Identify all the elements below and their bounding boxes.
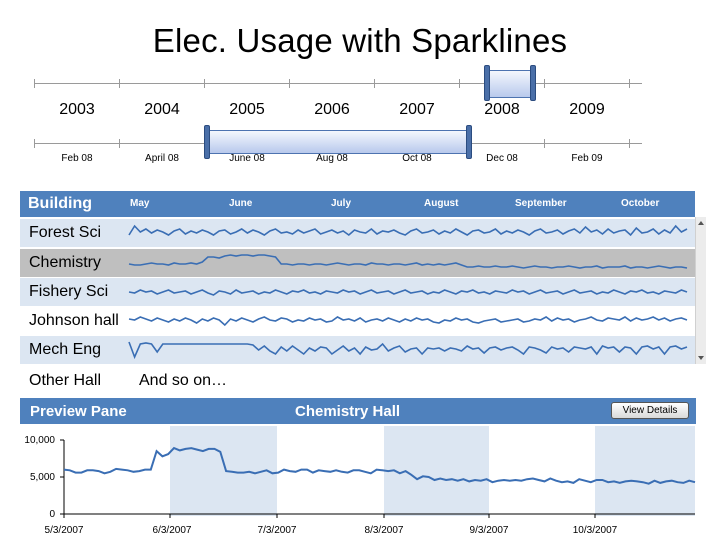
other-hall-label: Other Hall <box>29 372 102 389</box>
building-row-forest-sci[interactable]: Forest Sci <box>20 219 695 247</box>
x-tick-label: 5/3/2007 <box>45 525 84 536</box>
preview-pane-header: Preview Pane Chemistry Hall View Details <box>20 398 696 424</box>
timeline-selector[interactable]: 2003 2004 2005 2006 2007 2008 2009 Feb 0… <box>0 0 720 185</box>
building-row-johnson-hall[interactable]: Johnson hall <box>20 307 695 335</box>
month-tick <box>544 139 545 148</box>
year-axis-line <box>34 83 642 84</box>
month-label[interactable]: Feb 08 <box>61 153 93 164</box>
building-name: Forest Sci <box>29 224 102 241</box>
page-title: Elec. Usage with Sparklines <box>152 22 568 59</box>
sparkline-johnson-hall <box>128 316 688 327</box>
building-name: Johnson hall <box>29 312 119 329</box>
year-label[interactable]: 2009 <box>569 101 605 118</box>
month-label[interactable]: Oct 08 <box>402 153 432 164</box>
month-tick <box>629 139 630 148</box>
month-label[interactable]: Feb 09 <box>571 153 603 164</box>
year-range-right-handle[interactable] <box>530 65 536 101</box>
year-tick <box>459 79 460 88</box>
sparkline-path <box>128 289 688 296</box>
chemistry-usage-series-line <box>63 446 696 485</box>
building-grid-header: Building May June July August September … <box>20 191 695 217</box>
view-details-button[interactable]: View Details <box>611 402 689 419</box>
selected-building-title: Chemistry Hall <box>295 403 401 420</box>
year-label[interactable]: 2004 <box>144 101 180 118</box>
year-label[interactable]: 2003 <box>59 101 95 118</box>
scroll-down-arrow-icon[interactable] <box>698 356 704 360</box>
month-range-left-handle[interactable] <box>204 125 210 159</box>
month-label[interactable]: Aug 08 <box>316 153 348 164</box>
month-column-label: October <box>621 198 660 209</box>
scroll-up-arrow-icon[interactable] <box>698 221 704 225</box>
year-label[interactable]: 2007 <box>399 101 435 118</box>
building-column-header: Building <box>28 195 92 212</box>
year-label[interactable]: 2006 <box>314 101 350 118</box>
year-tick <box>119 79 120 88</box>
y-tick-label: 5,000 <box>30 472 55 483</box>
sparkline-fishery-sci <box>128 289 688 296</box>
year-range-selection[interactable] <box>488 70 532 98</box>
year-range-left-handle[interactable] <box>484 65 490 101</box>
month-band <box>170 426 277 516</box>
sparkline-mech-eng <box>128 341 688 360</box>
month-label[interactable]: June 08 <box>229 153 265 164</box>
month-label[interactable]: April 08 <box>145 153 179 164</box>
year-label[interactable]: 2005 <box>229 101 265 118</box>
x-tick-label: 6/3/2007 <box>153 525 192 536</box>
year-tick <box>204 79 205 88</box>
building-row-mech-eng[interactable]: Mech Eng <box>20 336 695 364</box>
month-column-label: July <box>331 198 352 209</box>
month-column-label: September <box>515 198 567 209</box>
year-tick <box>374 79 375 88</box>
building-row-chemistry[interactable]: Chemistry <box>20 249 695 277</box>
building-name: Mech Eng <box>29 341 102 358</box>
building-name: Fishery Sci <box>29 283 109 300</box>
month-column-label: May <box>130 198 150 209</box>
year-tick <box>544 79 545 88</box>
x-tick-label: 7/3/2007 <box>258 525 297 536</box>
month-tick <box>119 139 120 148</box>
sparkline-chemistry <box>128 254 688 269</box>
building-row-fishery-sci[interactable]: Fishery Sci <box>20 278 695 306</box>
month-label[interactable]: Dec 08 <box>486 153 518 164</box>
month-band <box>384 426 489 516</box>
building-name: Chemistry <box>29 254 102 271</box>
x-tick-label: 8/3/2007 <box>365 525 404 536</box>
month-column-label: June <box>229 198 253 209</box>
and-so-on-text: And so on… <box>139 372 228 389</box>
preview-pane-title: Preview Pane <box>30 403 127 420</box>
month-column-label: August <box>424 198 459 209</box>
sparkline-forest-sci <box>128 224 688 237</box>
month-band <box>595 426 695 516</box>
month-range-selection[interactable] <box>208 130 470 154</box>
x-tick-label: 9/3/2007 <box>470 525 509 536</box>
year-tick <box>629 79 630 88</box>
sparkline-path <box>128 224 688 237</box>
year-tick <box>289 79 290 88</box>
preview-line-chart: 10,000 5,000 0 5/3/2007 6/3/2007 7/3/200… <box>24 426 696 536</box>
y-tick-label: 0 <box>49 509 55 520</box>
year-tick <box>34 79 35 88</box>
sparkline-path <box>128 254 688 269</box>
sparkline-path <box>128 316 688 327</box>
y-tick-label: 10,000 <box>24 435 55 446</box>
month-range-right-handle[interactable] <box>466 125 472 159</box>
x-tick-label: 10/3/2007 <box>573 525 618 536</box>
grid-scrollbar[interactable] <box>695 217 706 364</box>
month-tick <box>34 139 35 148</box>
year-label[interactable]: 2008 <box>484 101 520 118</box>
sparkline-path <box>128 341 688 360</box>
